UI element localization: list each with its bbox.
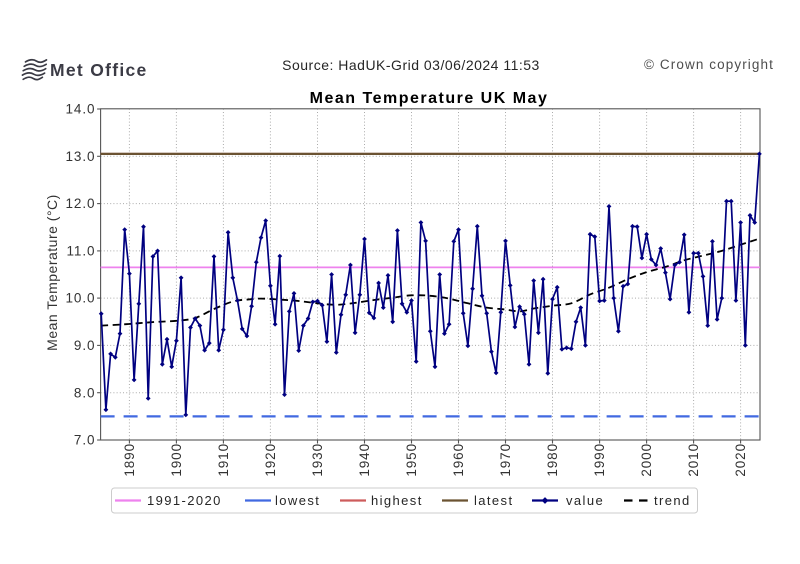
svg-text:1990: 1990 bbox=[592, 443, 607, 477]
svg-text:7.0: 7.0 bbox=[74, 433, 95, 448]
svg-text:10.0: 10.0 bbox=[66, 291, 96, 306]
svg-text:11.0: 11.0 bbox=[67, 244, 96, 259]
svg-text:1980: 1980 bbox=[545, 443, 560, 477]
svg-text:Mean Temperature (°C): Mean Temperature (°C) bbox=[44, 194, 60, 351]
svg-text:Met Office: Met Office bbox=[50, 60, 148, 80]
svg-text:lowest: lowest bbox=[275, 493, 320, 508]
svg-text:1991-2020: 1991-2020 bbox=[147, 493, 222, 508]
svg-text:Source: HadUK-Grid 03/06/2024: Source: HadUK-Grid 03/06/2024 11:53 bbox=[282, 57, 540, 73]
svg-text:trend: trend bbox=[654, 493, 691, 508]
svg-text:Mean Temperature UK May: Mean Temperature UK May bbox=[310, 90, 549, 107]
svg-text:highest: highest bbox=[371, 493, 423, 508]
svg-text:2000: 2000 bbox=[639, 443, 654, 477]
svg-text:12.0: 12.0 bbox=[66, 196, 96, 211]
svg-text:latest: latest bbox=[474, 493, 513, 508]
svg-text:8.0: 8.0 bbox=[74, 385, 95, 400]
svg-text:1920: 1920 bbox=[263, 443, 278, 477]
svg-text:1960: 1960 bbox=[451, 443, 466, 477]
svg-text:1950: 1950 bbox=[404, 443, 419, 477]
svg-text:1910: 1910 bbox=[216, 443, 231, 477]
svg-text:1940: 1940 bbox=[357, 443, 372, 477]
svg-text:2020: 2020 bbox=[733, 443, 748, 477]
svg-text:13.0: 13.0 bbox=[66, 149, 96, 164]
svg-text:14.0: 14.0 bbox=[66, 102, 96, 117]
svg-text:2010: 2010 bbox=[686, 443, 701, 477]
svg-text:© Crown copyright: © Crown copyright bbox=[644, 57, 774, 72]
svg-text:1890: 1890 bbox=[122, 443, 137, 477]
svg-text:9.0: 9.0 bbox=[74, 338, 95, 353]
svg-text:1930: 1930 bbox=[310, 443, 325, 477]
svg-text:1900: 1900 bbox=[169, 443, 184, 477]
svg-text:value: value bbox=[566, 493, 604, 508]
svg-text:1970: 1970 bbox=[498, 443, 513, 477]
